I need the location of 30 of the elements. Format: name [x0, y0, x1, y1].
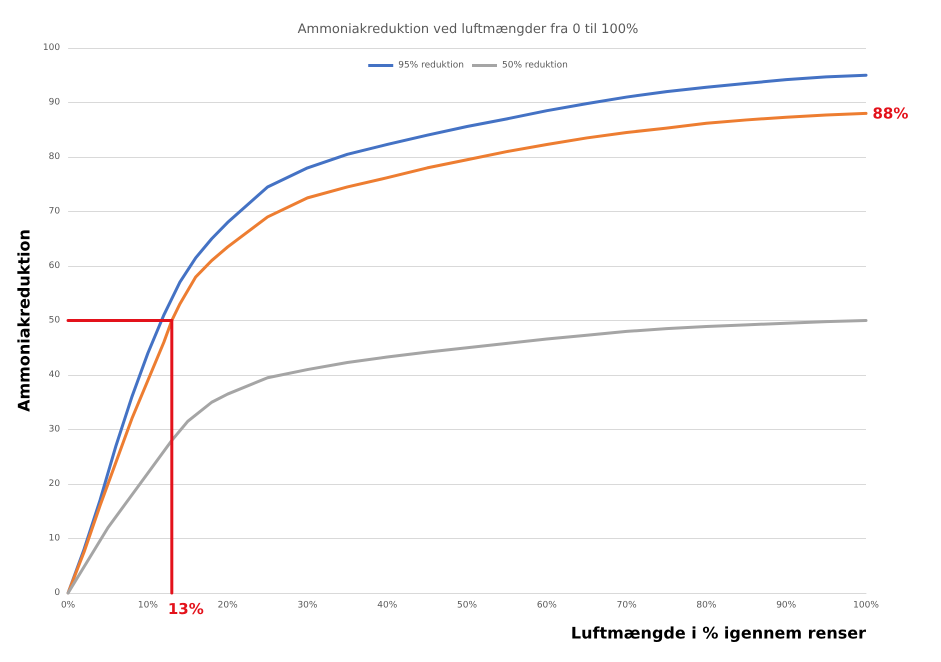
- legend-label: 50% reduktion: [502, 60, 568, 70]
- chart-title: Ammoniakreduktion ved luftmængder fra 0 til 100%: [298, 22, 638, 37]
- y-tick-label: 10: [48, 534, 60, 544]
- x-tick-label: 40%: [377, 600, 398, 610]
- line-series: [66, 319, 868, 594]
- x-tick-label: 60%: [536, 600, 558, 610]
- x-tick-label: 10%: [138, 600, 158, 610]
- x-tick-label: 70%: [616, 600, 638, 610]
- y-tick-label: 50: [48, 316, 60, 326]
- y-tick-label: 0: [54, 588, 60, 598]
- annotation: 13%: [168, 600, 204, 618]
- x-tick-label: 0%: [60, 600, 76, 610]
- y-tick-label: 40: [48, 370, 60, 380]
- y-tick-label: 100: [42, 43, 60, 53]
- y-tick-label: 30: [48, 424, 60, 434]
- x-tick-label: 90%: [776, 600, 797, 610]
- y-tick-label: 70: [48, 206, 60, 216]
- legend-label: 95% reduktion: [398, 60, 464, 70]
- annotation: 88%: [872, 104, 908, 122]
- x-tick-label: 30%: [297, 600, 318, 610]
- y-tick-label: 80: [48, 152, 60, 162]
- x-tick-label: 100%: [853, 600, 880, 610]
- y-tick-label: 20: [48, 479, 60, 489]
- y-tick-label: 90: [48, 98, 60, 108]
- x-tick-label: 50%: [457, 600, 478, 610]
- y-axis-title: Ammoniakreduktion: [14, 229, 34, 412]
- x-tick-label: 80%: [696, 600, 717, 610]
- x-axis-title: Luftmængde i % igennem renser: [570, 624, 866, 642]
- x-tick-label: 20%: [218, 600, 238, 610]
- y-tick-label: 60: [48, 261, 60, 271]
